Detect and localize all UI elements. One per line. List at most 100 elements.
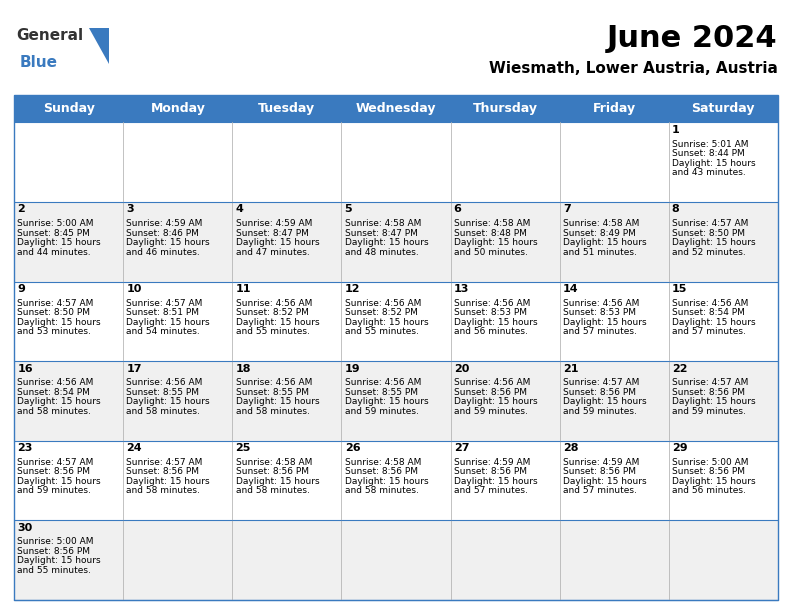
Text: Daylight: 15 hours: Daylight: 15 hours bbox=[17, 238, 101, 247]
Text: 18: 18 bbox=[235, 364, 251, 373]
Text: 17: 17 bbox=[127, 364, 142, 373]
Text: Sunset: 8:56 PM: Sunset: 8:56 PM bbox=[454, 468, 527, 476]
Text: Sunset: 8:56 PM: Sunset: 8:56 PM bbox=[17, 468, 90, 476]
Text: Daylight: 15 hours: Daylight: 15 hours bbox=[127, 397, 210, 406]
Bar bbox=[451, 122, 560, 202]
Text: Sunrise: 4:56 AM: Sunrise: 4:56 AM bbox=[17, 378, 93, 387]
Text: Daylight: 15 hours: Daylight: 15 hours bbox=[345, 318, 428, 327]
Text: 24: 24 bbox=[127, 443, 142, 453]
Text: Sunrise: 4:56 AM: Sunrise: 4:56 AM bbox=[454, 299, 530, 308]
Text: 27: 27 bbox=[454, 443, 469, 453]
Text: Daylight: 15 hours: Daylight: 15 hours bbox=[235, 477, 319, 486]
Text: Thursday: Thursday bbox=[473, 102, 538, 115]
Text: 26: 26 bbox=[345, 443, 360, 453]
Text: Sunset: 8:47 PM: Sunset: 8:47 PM bbox=[235, 228, 308, 237]
Text: 30: 30 bbox=[17, 523, 32, 532]
Bar bbox=[14, 282, 124, 361]
Text: General: General bbox=[16, 28, 83, 43]
Text: Sunrise: 5:01 AM: Sunrise: 5:01 AM bbox=[672, 140, 748, 149]
Text: 23: 23 bbox=[17, 443, 32, 453]
Text: and 59 minutes.: and 59 minutes. bbox=[672, 406, 746, 416]
Text: Sunset: 8:44 PM: Sunset: 8:44 PM bbox=[672, 149, 744, 158]
Text: Daylight: 15 hours: Daylight: 15 hours bbox=[127, 477, 210, 486]
Polygon shape bbox=[89, 28, 109, 64]
Text: and 55 minutes.: and 55 minutes. bbox=[17, 565, 91, 575]
Text: Sunset: 8:50 PM: Sunset: 8:50 PM bbox=[672, 228, 744, 237]
Text: Daylight: 15 hours: Daylight: 15 hours bbox=[235, 397, 319, 406]
Text: Sunset: 8:52 PM: Sunset: 8:52 PM bbox=[345, 308, 417, 317]
Bar bbox=[232, 520, 341, 600]
Text: and 58 minutes.: and 58 minutes. bbox=[235, 486, 310, 495]
Bar bbox=[14, 441, 124, 520]
Text: Sunrise: 4:56 AM: Sunrise: 4:56 AM bbox=[235, 299, 312, 308]
Text: Sunrise: 4:57 AM: Sunrise: 4:57 AM bbox=[17, 299, 93, 308]
Text: 20: 20 bbox=[454, 364, 469, 373]
Text: and 44 minutes.: and 44 minutes. bbox=[17, 247, 91, 256]
Text: 25: 25 bbox=[235, 443, 251, 453]
Text: and 53 minutes.: and 53 minutes. bbox=[17, 327, 91, 336]
Bar bbox=[341, 520, 451, 600]
Bar bbox=[14, 520, 124, 600]
Text: and 55 minutes.: and 55 minutes. bbox=[235, 327, 310, 336]
Text: and 54 minutes.: and 54 minutes. bbox=[127, 327, 200, 336]
Text: Daylight: 15 hours: Daylight: 15 hours bbox=[672, 159, 756, 168]
Bar bbox=[341, 202, 451, 282]
Text: Daylight: 15 hours: Daylight: 15 hours bbox=[17, 477, 101, 486]
Bar bbox=[232, 441, 341, 520]
Text: Sunset: 8:46 PM: Sunset: 8:46 PM bbox=[127, 228, 200, 237]
Text: 3: 3 bbox=[127, 204, 134, 214]
Text: 1: 1 bbox=[672, 125, 680, 135]
Text: June 2024: June 2024 bbox=[607, 24, 778, 53]
Bar bbox=[232, 361, 341, 441]
Text: Sunset: 8:49 PM: Sunset: 8:49 PM bbox=[563, 228, 636, 237]
Bar bbox=[232, 122, 341, 202]
Text: Sunrise: 4:58 AM: Sunrise: 4:58 AM bbox=[345, 458, 421, 467]
Bar bbox=[14, 361, 124, 441]
Text: Sunset: 8:52 PM: Sunset: 8:52 PM bbox=[235, 308, 308, 317]
Text: Daylight: 15 hours: Daylight: 15 hours bbox=[235, 238, 319, 247]
Text: 16: 16 bbox=[17, 364, 33, 373]
Text: 7: 7 bbox=[563, 204, 570, 214]
Text: and 47 minutes.: and 47 minutes. bbox=[235, 247, 310, 256]
Text: Sunset: 8:45 PM: Sunset: 8:45 PM bbox=[17, 228, 90, 237]
Text: Daylight: 15 hours: Daylight: 15 hours bbox=[454, 397, 537, 406]
Text: Daylight: 15 hours: Daylight: 15 hours bbox=[235, 318, 319, 327]
Bar bbox=[668, 520, 778, 600]
Text: Sunrise: 4:59 AM: Sunrise: 4:59 AM bbox=[235, 219, 312, 228]
Text: 22: 22 bbox=[672, 364, 687, 373]
Text: 12: 12 bbox=[345, 284, 360, 294]
Text: Daylight: 15 hours: Daylight: 15 hours bbox=[672, 318, 756, 327]
Bar bbox=[124, 202, 232, 282]
Text: and 50 minutes.: and 50 minutes. bbox=[454, 247, 527, 256]
Text: and 56 minutes.: and 56 minutes. bbox=[454, 327, 527, 336]
Text: Daylight: 15 hours: Daylight: 15 hours bbox=[17, 318, 101, 327]
Text: 4: 4 bbox=[235, 204, 243, 214]
Text: Sunset: 8:55 PM: Sunset: 8:55 PM bbox=[345, 388, 417, 397]
Text: Sunrise: 4:59 AM: Sunrise: 4:59 AM bbox=[563, 458, 639, 467]
Text: Sunset: 8:56 PM: Sunset: 8:56 PM bbox=[127, 468, 200, 476]
Text: Sunset: 8:56 PM: Sunset: 8:56 PM bbox=[454, 388, 527, 397]
Text: 5: 5 bbox=[345, 204, 352, 214]
Text: and 58 minutes.: and 58 minutes. bbox=[235, 406, 310, 416]
Text: Sunset: 8:50 PM: Sunset: 8:50 PM bbox=[17, 308, 90, 317]
Text: Monday: Monday bbox=[150, 102, 205, 115]
Text: 29: 29 bbox=[672, 443, 687, 453]
Text: Friday: Friday bbox=[592, 102, 636, 115]
Text: Sunrise: 5:00 AM: Sunrise: 5:00 AM bbox=[17, 219, 94, 228]
Text: Saturday: Saturday bbox=[691, 102, 755, 115]
Text: Sunset: 8:53 PM: Sunset: 8:53 PM bbox=[454, 308, 527, 317]
Text: Daylight: 15 hours: Daylight: 15 hours bbox=[563, 318, 646, 327]
Text: Daylight: 15 hours: Daylight: 15 hours bbox=[563, 477, 646, 486]
Text: Sunrise: 4:56 AM: Sunrise: 4:56 AM bbox=[345, 378, 421, 387]
Text: Sunrise: 5:00 AM: Sunrise: 5:00 AM bbox=[672, 458, 748, 467]
Text: Daylight: 15 hours: Daylight: 15 hours bbox=[563, 397, 646, 406]
Bar bbox=[341, 282, 451, 361]
Text: Daylight: 15 hours: Daylight: 15 hours bbox=[345, 238, 428, 247]
Bar bbox=[232, 202, 341, 282]
Text: Daylight: 15 hours: Daylight: 15 hours bbox=[672, 397, 756, 406]
Text: Sunset: 8:56 PM: Sunset: 8:56 PM bbox=[345, 468, 417, 476]
Text: Sunset: 8:54 PM: Sunset: 8:54 PM bbox=[672, 308, 744, 317]
Text: 6: 6 bbox=[454, 204, 462, 214]
Text: and 55 minutes.: and 55 minutes. bbox=[345, 327, 418, 336]
Bar bbox=[560, 361, 668, 441]
